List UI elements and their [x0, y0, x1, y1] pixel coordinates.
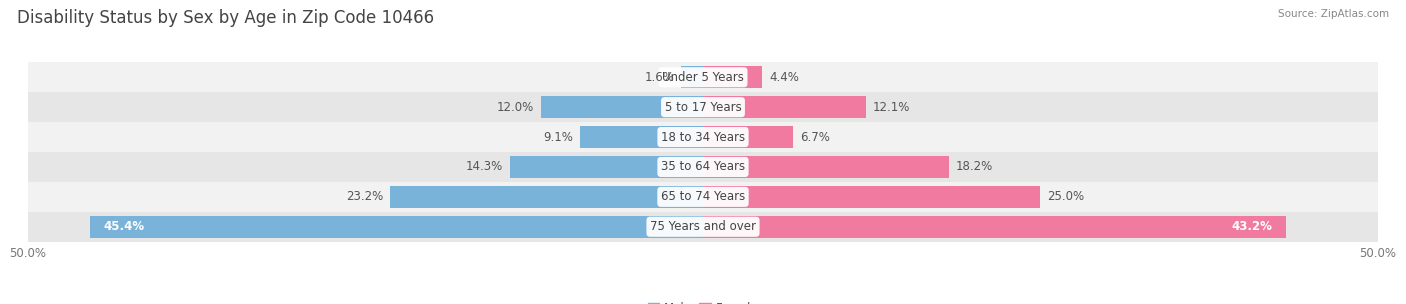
Text: 23.2%: 23.2% — [346, 190, 382, 203]
Text: 12.0%: 12.0% — [498, 101, 534, 114]
Text: Source: ZipAtlas.com: Source: ZipAtlas.com — [1278, 9, 1389, 19]
Bar — [389, 186, 703, 208]
Bar — [28, 62, 1378, 92]
Legend: Male, Female: Male, Female — [643, 297, 763, 304]
Bar — [703, 67, 762, 88]
Text: 14.3%: 14.3% — [465, 161, 503, 174]
Bar — [703, 126, 793, 148]
Bar — [682, 67, 703, 88]
Text: Under 5 Years: Under 5 Years — [662, 71, 744, 84]
Text: 12.1%: 12.1% — [873, 101, 911, 114]
Bar — [28, 152, 1378, 182]
Bar — [703, 156, 949, 178]
Text: 65 to 74 Years: 65 to 74 Years — [661, 190, 745, 203]
Bar — [703, 216, 1286, 237]
Bar — [28, 182, 1378, 212]
Text: 43.2%: 43.2% — [1232, 220, 1272, 233]
Text: 9.1%: 9.1% — [544, 130, 574, 143]
Bar — [28, 212, 1378, 242]
Text: Disability Status by Sex by Age in Zip Code 10466: Disability Status by Sex by Age in Zip C… — [17, 9, 434, 27]
Text: 6.7%: 6.7% — [800, 130, 830, 143]
Text: 75 Years and over: 75 Years and over — [650, 220, 756, 233]
Bar — [703, 96, 866, 118]
Text: 1.6%: 1.6% — [645, 71, 675, 84]
Bar — [581, 126, 703, 148]
Bar — [28, 92, 1378, 122]
Text: 18 to 34 Years: 18 to 34 Years — [661, 130, 745, 143]
Text: 25.0%: 25.0% — [1047, 190, 1084, 203]
Text: 4.4%: 4.4% — [769, 71, 799, 84]
Bar — [541, 96, 703, 118]
Text: 18.2%: 18.2% — [956, 161, 993, 174]
Text: 45.4%: 45.4% — [104, 220, 145, 233]
Text: 35 to 64 Years: 35 to 64 Years — [661, 161, 745, 174]
Bar — [90, 216, 703, 237]
Text: 5 to 17 Years: 5 to 17 Years — [665, 101, 741, 114]
Bar — [510, 156, 703, 178]
Bar — [28, 122, 1378, 152]
Bar — [703, 186, 1040, 208]
